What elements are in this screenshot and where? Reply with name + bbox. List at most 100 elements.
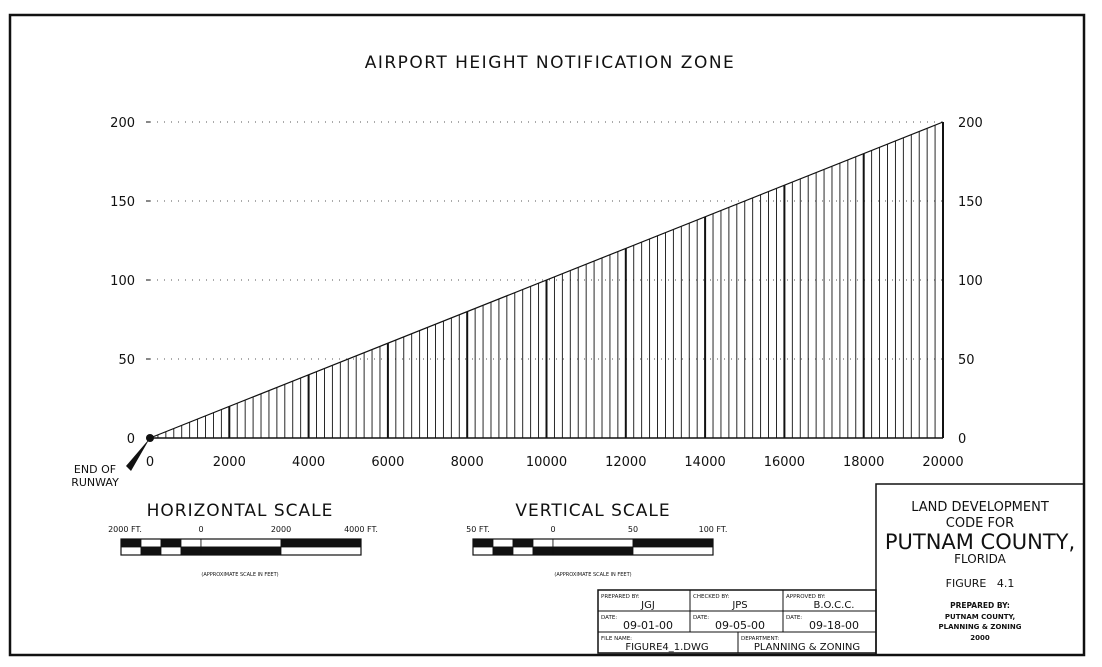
- info-org2: PLANNING & ZONING: [938, 623, 1021, 631]
- sheet-border: [8, 13, 1086, 657]
- scale-cell: [180, 546, 202, 556]
- info-org1: PUTNAM COUNTY,: [945, 613, 1015, 621]
- y-tick-label-left: 0: [127, 432, 135, 447]
- scale-cell: [280, 546, 362, 556]
- department-value: PLANNING & ZONING: [754, 642, 860, 653]
- approved-by-value: B.O.C.C.: [813, 600, 854, 611]
- date3-label: DATE:: [786, 615, 802, 621]
- h-scale-note: (APPROXIMATE SCALE IN FEET): [201, 572, 278, 578]
- runway-label-line2: RUNWAY: [71, 476, 119, 489]
- scale-cell: [552, 538, 634, 548]
- y-tick-label-right: 0: [958, 432, 966, 447]
- y-tick-label-left: 100: [110, 274, 135, 289]
- file-name-value: FIGURE4_1.DWG: [625, 642, 708, 653]
- scale-cell: [120, 546, 142, 556]
- scale-cell: [140, 538, 162, 548]
- h-scale-label-left: 2000 FT.: [108, 525, 142, 534]
- scale-cell: [492, 538, 514, 548]
- scale-cell: [632, 546, 714, 556]
- scale-cell: [160, 538, 182, 548]
- y-tick-label-left: 200: [110, 116, 135, 131]
- scale-cell: [472, 538, 494, 548]
- figure-number: FIGURE 4.1: [946, 577, 1015, 590]
- h-scale-bar: [120, 538, 362, 556]
- h-scale-label-right: 4000 FT.: [344, 525, 378, 534]
- prepared-by-value: JGJ: [640, 600, 655, 611]
- runway-label-line1: END OF: [74, 463, 116, 476]
- scale-cell: [180, 538, 202, 548]
- scale-cell: [532, 538, 554, 548]
- x-tick-label: 4000: [292, 455, 325, 470]
- info-prepared-by: PREPARED BY:: [950, 601, 1010, 610]
- scale-cell: [140, 546, 162, 556]
- h-scale-label-mid: 2000: [271, 525, 291, 534]
- y-tick-label-right: 200: [958, 116, 983, 131]
- info-box: LAND DEVELOPMENT CODE FOR PUTNAM COUNTY,…: [875, 483, 1085, 656]
- y-tick-label-left: 150: [110, 195, 135, 210]
- scale-cell: [200, 546, 282, 556]
- date2-value: 09-05-00: [715, 619, 765, 632]
- approved-by-label: APPROVED BY:: [786, 594, 826, 600]
- x-tick-label: 0: [146, 455, 154, 470]
- horizontal-scale: HORIZONTAL SCALE 2000 FT. 0 2000 4000 FT…: [108, 501, 378, 578]
- v-scale-label-right: 100 FT.: [699, 525, 728, 534]
- scale-cell: [160, 546, 182, 556]
- scale-cell: [532, 546, 554, 556]
- info-line1: LAND DEVELOPMENT: [911, 500, 1049, 515]
- x-tick-label: 2000: [213, 455, 246, 470]
- checked-by-value: JPS: [731, 600, 747, 611]
- info-line4: FLORIDA: [954, 552, 1007, 566]
- department-label: DEPARTMENT:: [741, 636, 779, 642]
- y-tick-label-right: 50: [958, 353, 975, 368]
- v-scale-note: (APPROXIMATE SCALE IN FEET): [554, 572, 631, 578]
- date1-value: 09-01-00: [623, 619, 673, 632]
- checked-by-label: CHECKED BY:: [693, 594, 729, 600]
- info-year: 2000: [970, 634, 990, 642]
- date1-label: DATE:: [601, 615, 617, 621]
- y-tick-labels-right: 0 50 100 150 200: [958, 116, 983, 447]
- horizontal-scale-title: HORIZONTAL SCALE: [147, 501, 334, 521]
- v-scale-label-zero: 0: [550, 525, 555, 534]
- date3-value: 09-18-00: [809, 619, 859, 632]
- y-tick-label-left: 50: [118, 353, 135, 368]
- v-scale-label-left: 50 FT.: [466, 525, 490, 534]
- y-tick-label-right: 150: [958, 195, 983, 210]
- date2-label: DATE:: [693, 615, 709, 621]
- scale-bar-outline: [472, 538, 714, 556]
- scale-cell: [492, 546, 514, 556]
- height-zone-chart: 0 50 100 150 200 0 50 100 150 200 0 2000 4000 6000 8…: [71, 116, 983, 489]
- v-scale-bar: [472, 538, 714, 556]
- file-name-label: FILE NAME:: [601, 636, 632, 642]
- x-tick-label: 6000: [371, 455, 404, 470]
- scale-cell: [632, 538, 714, 548]
- x-tick-label: 12000: [605, 455, 646, 470]
- x-tick-label: 16000: [764, 455, 805, 470]
- scale-cell: [512, 546, 534, 556]
- h-scale-label-zero: 0: [198, 525, 203, 534]
- scale-cell: [512, 538, 534, 548]
- hatch-lines: [157, 122, 944, 438]
- scale-cell: [280, 538, 362, 548]
- title-block: PREPARED BY: JGJ CHECKED BY: JPS APPROVE…: [597, 589, 877, 654]
- x-tick-label: 18000: [843, 455, 884, 470]
- info-line3: PUTNAM COUNTY,: [885, 530, 1075, 554]
- x-tick-label: 8000: [451, 455, 484, 470]
- y-tick-label-right: 100: [958, 274, 983, 289]
- x-tick-labels: 0 2000 4000 6000 8000 10000 12000 14000 16000 180…: [146, 455, 964, 470]
- runway-arrow-icon: [126, 438, 150, 471]
- scale-cell: [472, 546, 494, 556]
- prepared-by-label: PREPARED BY:: [601, 594, 640, 600]
- scale-cell: [552, 546, 634, 556]
- y-tick-labels-left: 0 50 100 150 200: [110, 116, 150, 447]
- slope-line: [149, 121, 944, 439]
- vertical-scale: VERTICAL SCALE 50 FT. 0 50 100 FT. (APPR…: [466, 501, 727, 578]
- x-tick-label: 14000: [684, 455, 725, 470]
- scale-cell: [120, 538, 142, 548]
- vertical-scale-title: VERTICAL SCALE: [515, 501, 670, 521]
- info-line2: CODE FOR: [946, 516, 1014, 531]
- scale-bar-outline: [120, 538, 362, 556]
- x-tick-label: 20000: [922, 455, 963, 470]
- scale-cell: [200, 538, 282, 548]
- diagram-title: AIRPORT HEIGHT NOTIFICATION ZONE: [365, 53, 736, 73]
